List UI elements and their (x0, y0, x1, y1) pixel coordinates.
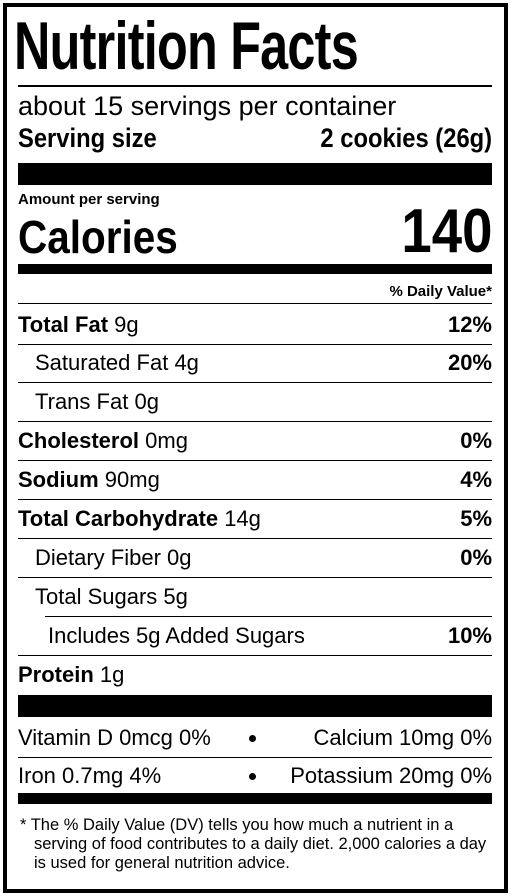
rule (18, 85, 492, 87)
footnote: * The % Daily Value (DV) tells you how m… (20, 816, 487, 872)
nutrient-amount: 9g (114, 312, 139, 337)
nutrient-row: Total Sugars 5g (18, 578, 492, 616)
nutrient-amount: 5g (163, 584, 188, 609)
vitamin-name: Iron (18, 763, 56, 788)
vitamin-name: Calcium (313, 725, 393, 750)
vitamin-row: Vitamin D 0mcg 0% Calcium 10mg 0% (18, 719, 492, 758)
nutrient-dv: 12% (447, 312, 492, 337)
nutrient-amount: 0g (134, 389, 159, 414)
vitamin-dv: 0% (179, 725, 211, 750)
serving-size-label-text: Serving size (18, 123, 157, 153)
serving-size-label: Serving size (18, 122, 176, 154)
vitamin-dv: 4% (129, 763, 162, 788)
nutrient-dv: 10% (447, 623, 492, 648)
label-border (3, 3, 508, 893)
nutrient-name: Total Carbohydrate (18, 506, 219, 531)
medium-rule (18, 793, 492, 804)
nutrient-row: Cholesterol 0mg 0% (18, 422, 492, 461)
nutrient-row: Total Carbohydrate 14g 5% (18, 500, 492, 539)
vitamin-amount: 0mcg (119, 725, 173, 750)
nutrient-row: Saturated Fat 4g 20% (18, 344, 492, 383)
nutrient-name: Total Fat (18, 312, 109, 337)
rule (18, 303, 492, 304)
nutrient-name: Protein (18, 662, 94, 687)
calories-value: 140 (389, 199, 492, 265)
bullet (249, 735, 256, 742)
nutrient-row: Dietary Fiber 0g 0% (18, 539, 492, 578)
nutrient-name: Saturated Fat (35, 350, 169, 375)
nutrient-row: Includes 5g Added Sugars 10% (18, 617, 492, 656)
thick-rule (18, 163, 492, 185)
nutrient-dv: 5% (460, 506, 492, 531)
medium-rule (18, 264, 492, 274)
nutrient-row: Trans Fat 0g (18, 383, 492, 422)
nutrient-dv: 20% (447, 350, 492, 375)
vitamin-row: Iron 0.7mg 4% Potassium 20mg 0% (18, 757, 492, 795)
vitamin-amount: 10mg (399, 725, 455, 750)
nutrient-row: Sodium 90mg 4% (18, 461, 492, 500)
daily-value-header: % Daily Value* (389, 283, 492, 300)
nutrient-amount: 90mg (104, 467, 160, 492)
calories-label: Calories (18, 210, 200, 264)
nutrient-amount: 1g (99, 662, 125, 687)
nutrient-amount: 0mg (145, 428, 188, 453)
nutrient-name: Sodium (18, 467, 99, 492)
calories-label-text: Calories (18, 211, 178, 263)
vitamin-amount: 20mg (399, 763, 455, 788)
vitamin-name: Vitamin D (18, 725, 113, 750)
vitamin-name: Potassium (290, 763, 393, 788)
vitamin-dv: 0% (460, 725, 492, 750)
nutrient-name: Total Sugars (35, 584, 158, 609)
serving-size: 2 cookies (26g) (297, 122, 492, 154)
bullet (249, 773, 256, 780)
title: Nutrition Facts (14, 8, 359, 84)
nutrient-name: Cholesterol (18, 428, 140, 453)
nutrient-row: Protein 1g (18, 656, 492, 694)
servings: about 15 servings per container (18, 91, 397, 121)
nutrient-name: Trans Fat (35, 389, 129, 414)
nutrient-row: Total Fat 9g 12% (18, 306, 492, 345)
rule (45, 616, 492, 617)
nutrient-dv: 0% (460, 428, 492, 453)
nutrient-name: Includes 5g Added Sugars (48, 623, 305, 648)
nutrient-amount: 0g (167, 545, 192, 570)
nutrient-name: Dietary Fiber (35, 545, 161, 570)
nutrient-amount: 4g (174, 350, 199, 375)
nutrient-amount: 14g (224, 506, 261, 531)
serving-size-text: 2 cookies (26g) (320, 123, 492, 153)
thick-rule (18, 695, 492, 717)
nutrient-dv: 0% (460, 545, 492, 570)
vitamin-amount: 0.7mg (62, 763, 124, 788)
nutrient-dv: 4% (460, 467, 492, 492)
amount-per-serving: Amount per serving (18, 191, 160, 208)
calories-value-text: 140 (400, 197, 492, 266)
vitamin-dv: 0% (460, 763, 492, 788)
